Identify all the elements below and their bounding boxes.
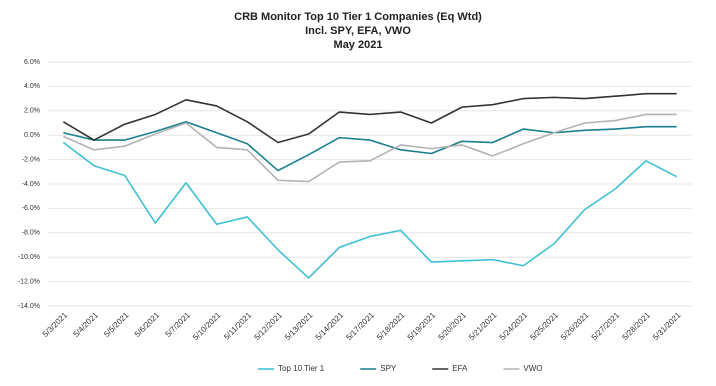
legend-label: EFA xyxy=(452,364,468,373)
x-tick-label: 5/18/2021 xyxy=(375,310,407,342)
x-tick-label: 5/7/2021 xyxy=(164,310,193,339)
y-tick-label: -10.0% xyxy=(18,254,40,261)
legend-label: SPY xyxy=(380,364,397,373)
x-tick-label: 5/19/2021 xyxy=(406,310,438,342)
chart-title: CRB Monitor Top 10 Tier 1 Companies (Eq … xyxy=(234,11,482,23)
y-tick-label: -14.0% xyxy=(18,303,40,310)
x-tick-label: 5/11/2021 xyxy=(222,310,253,341)
x-tick-label: 5/3/2021 xyxy=(41,310,70,339)
x-tick-label: 5/5/2021 xyxy=(102,310,131,339)
y-tick-label: -2.0% xyxy=(22,156,40,163)
x-tick-label: 5/20/2021 xyxy=(436,310,468,342)
x-tick-label: 5/12/2021 xyxy=(252,310,284,342)
chart-subtitle: Incl. SPY, EFA, VWO xyxy=(305,25,411,37)
x-tick-label: 5/28/2021 xyxy=(620,310,652,342)
x-tick-label: 5/24/2021 xyxy=(498,310,530,342)
x-tick-label: 5/26/2021 xyxy=(559,310,591,342)
y-tick-label: -8.0% xyxy=(22,230,40,237)
x-tick-label: 5/27/2021 xyxy=(590,310,622,342)
x-tick-label: 5/14/2021 xyxy=(314,310,346,342)
y-tick-label: 6.0% xyxy=(24,59,40,66)
series-line xyxy=(63,113,677,183)
x-tick-label: 5/4/2021 xyxy=(72,310,101,339)
series-line xyxy=(62,141,678,279)
legend-label: Top 10 Tier 1 xyxy=(278,364,325,373)
y-tick-label: 2.0% xyxy=(24,108,40,115)
y-tick-label: -12.0% xyxy=(18,278,40,285)
y-tick-label: 0.0% xyxy=(24,132,40,139)
x-tick-label: 5/10/2021 xyxy=(191,310,223,342)
x-tick-label: 5/13/2021 xyxy=(283,310,315,342)
x-tick-label: 5/17/2021 xyxy=(344,310,376,342)
x-tick-label: 5/31/2021 xyxy=(651,310,683,342)
x-tick-label: 5/25/2021 xyxy=(528,310,560,342)
x-tick-label: 5/6/2021 xyxy=(133,310,162,339)
x-tick-label: 5/21/2021 xyxy=(467,310,499,342)
chart-period: May 2021 xyxy=(334,39,383,51)
series-line xyxy=(63,120,677,172)
y-tick-label: 4.0% xyxy=(24,83,40,90)
series-line xyxy=(62,92,677,144)
y-tick-label: -6.0% xyxy=(22,205,40,212)
y-tick-label: -4.0% xyxy=(22,181,40,188)
legend-label: VWO xyxy=(523,364,542,373)
